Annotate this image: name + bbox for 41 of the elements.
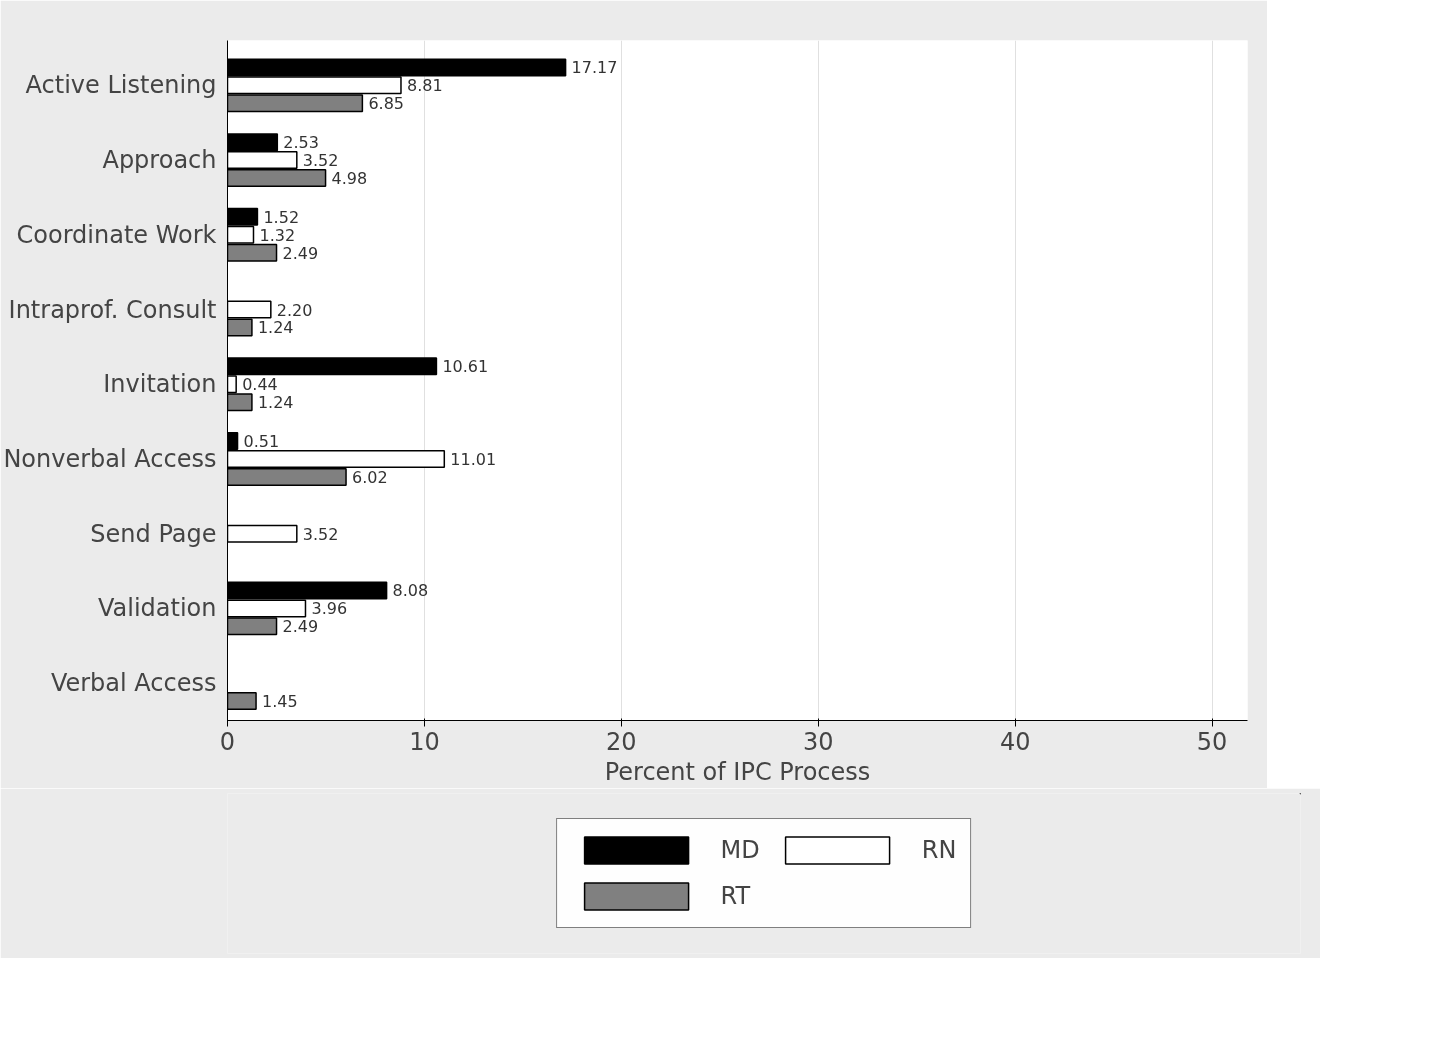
y-tick-label: Send Page <box>90 519 217 548</box>
data-label: 4.98 <box>331 168 368 188</box>
data-label: 1.24 <box>257 393 294 413</box>
data-label: 0.51 <box>243 432 280 452</box>
y-tick-label: Invitation <box>103 370 217 399</box>
data-label: 3.96 <box>311 599 348 619</box>
x-tick-label: 0 <box>219 727 236 756</box>
y-tick-label: Approach <box>102 146 217 175</box>
data-label: 6.02 <box>352 467 388 487</box>
legend-label: RN <box>921 836 957 864</box>
x-tick-label: 50 <box>1196 727 1228 756</box>
y-tick-label: Active Listening <box>25 71 217 100</box>
data-label: 6.85 <box>368 94 405 114</box>
data-label: 8.08 <box>392 581 429 601</box>
x-tick-label: 30 <box>802 727 834 756</box>
y-tick-label: Intraprof. Consult <box>8 295 217 324</box>
data-label: 2.20 <box>276 300 313 320</box>
y-tick-label: Validation <box>97 594 217 623</box>
legend-label: MD <box>720 836 760 864</box>
data-label: 8.81 <box>406 76 443 96</box>
legend-label: RT <box>720 882 751 910</box>
data-label: 1.45 <box>262 692 298 712</box>
y-tick-label: Nonverbal Access <box>3 444 217 473</box>
y-tick-label: Verbal Access <box>50 669 217 698</box>
data-label: 1.24 <box>257 318 294 338</box>
data-label: 2.53 <box>283 133 319 153</box>
data-label: 1.52 <box>263 207 300 227</box>
y-tick-label: Coordinate Work <box>16 220 217 249</box>
data-label: 11.01 <box>450 449 497 469</box>
data-label: 3.52 <box>302 524 339 544</box>
x-axis-title: Percent of IPC Process <box>604 757 871 786</box>
data-label: 2.49 <box>282 617 319 637</box>
data-label: 3.52 <box>302 151 339 171</box>
data-label: 17.17 <box>571 58 618 78</box>
x-tick-label: 40 <box>999 727 1031 756</box>
x-tick-label: 20 <box>606 727 637 756</box>
data-label: 10.61 <box>442 357 489 377</box>
data-label: 1.32 <box>259 225 296 245</box>
data-label: 0.44 <box>242 375 278 395</box>
data-label: 2.49 <box>282 243 319 263</box>
x-tick-label: 10 <box>409 727 440 756</box>
